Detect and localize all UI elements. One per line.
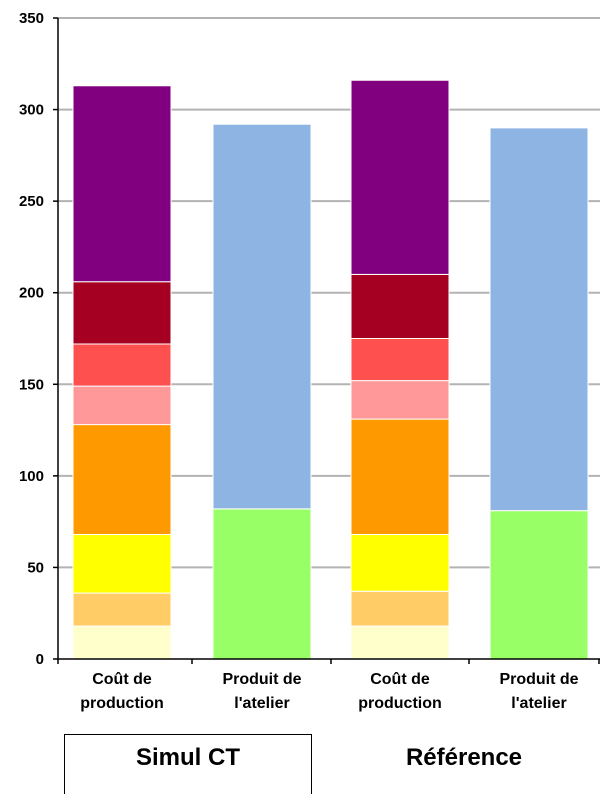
stacked-bar-chart: 0 50 100 150 200 250 300 350 Coût de production P… (19, 10, 600, 712)
category-label: Produit de (499, 671, 578, 688)
y-tick-label: 200 (19, 285, 44, 302)
bar-segment (350, 338, 450, 382)
bar-segment (350, 590, 450, 627)
y-tick-label: 50 (27, 559, 44, 576)
bar-2 (212, 123, 312, 660)
category-label: Coût de (92, 671, 152, 688)
bar-segment (72, 625, 172, 660)
bar-4 (489, 127, 589, 660)
bar-segment (72, 533, 172, 594)
y-tick-label: 0 (36, 651, 44, 668)
bar-segment (350, 273, 450, 339)
bar-segment (350, 625, 450, 660)
axes (57, 18, 600, 664)
group-box-simul-ct (64, 734, 312, 794)
bar-segment (350, 533, 450, 592)
bar-segment (72, 424, 172, 535)
bar-3 (350, 79, 450, 660)
category-label: production (80, 695, 164, 712)
bar-segment (212, 508, 312, 660)
bar-segment (72, 385, 172, 426)
y-axis-ticks: 0 50 100 150 200 250 300 350 (19, 10, 58, 668)
bar-segment (350, 418, 450, 535)
bar-segment (72, 343, 172, 387)
y-tick-label: 250 (19, 193, 44, 210)
bar-segment (489, 510, 589, 660)
y-tick-label: 150 (19, 376, 44, 393)
group-label-reference: Référence (405, 744, 523, 771)
category-label: l'atelier (234, 695, 289, 712)
bar-segment (72, 281, 172, 345)
bar-segment (72, 85, 172, 283)
category-label: l'atelier (511, 695, 566, 712)
bar-segment (489, 127, 589, 512)
category-label: Coût de (370, 671, 430, 688)
x-axis-labels: Coût de production Produit de l'atelier Coût… (80, 671, 578, 712)
bars (72, 79, 589, 660)
category-label: production (358, 695, 442, 712)
y-tick-label: 350 (19, 10, 44, 27)
category-label: Produit de (222, 671, 301, 688)
bar-segment (350, 79, 450, 275)
group-label-simul-ct: Simul CT (135, 744, 240, 771)
bar-segment (212, 123, 312, 510)
y-tick-label: 300 (19, 102, 44, 119)
bar-segment (72, 592, 172, 627)
y-tick-label: 100 (19, 468, 44, 485)
bar-1 (72, 85, 172, 660)
bar-segment (350, 380, 450, 420)
